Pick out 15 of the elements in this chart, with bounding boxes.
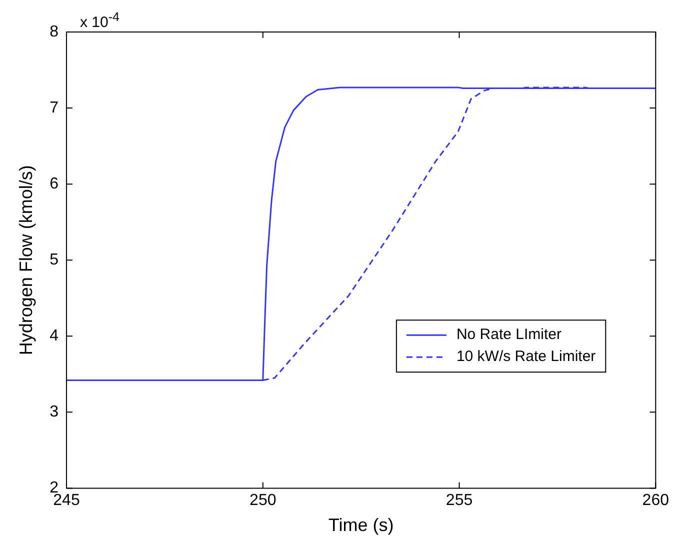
- y-tick-label: 8: [50, 23, 59, 40]
- x-tick-label: 260: [642, 492, 670, 510]
- y-tick-label: 4: [50, 328, 59, 345]
- y-axis-title: Hydrogen Flow (kmol/s): [16, 165, 36, 356]
- x-tick-label: 250: [250, 492, 276, 510]
- x-tick-label: 255: [446, 492, 473, 510]
- y-tick-label: 7: [50, 99, 59, 116]
- legend-label: No Rate LImiter: [456, 326, 562, 344]
- y-tick-label: 3: [50, 404, 59, 421]
- y-tick-label: 6: [50, 175, 59, 192]
- x-tick-label: 245: [53, 492, 80, 510]
- legend-label: 10 kW/s Rate Limiter: [456, 348, 596, 366]
- y-tick-label: 5: [50, 252, 59, 269]
- x-axis-title: Time (s): [328, 515, 394, 536]
- text: x 10$^{-4}$: [80, 10, 120, 31]
